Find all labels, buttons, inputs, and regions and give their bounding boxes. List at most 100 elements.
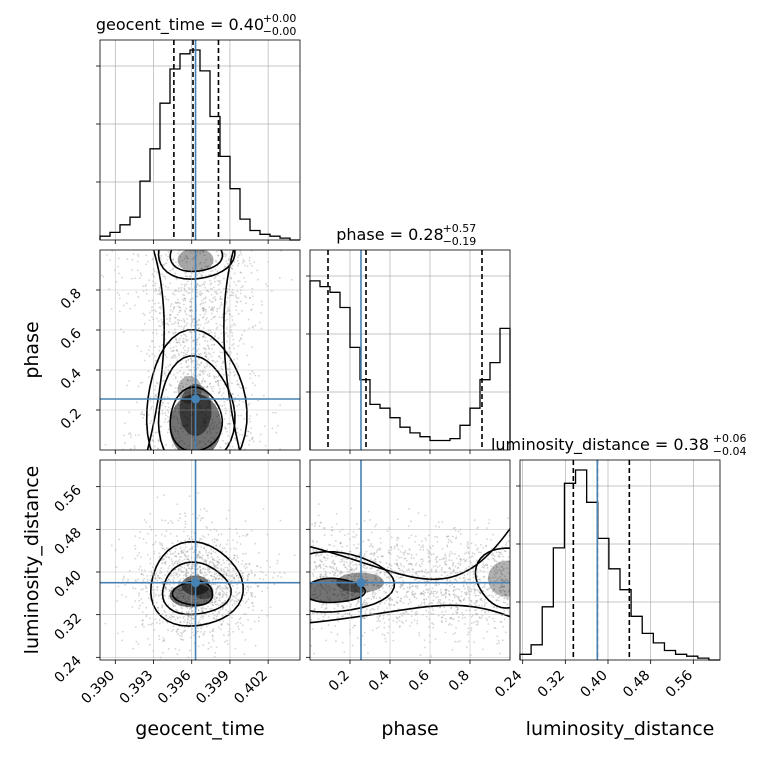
sample-point <box>215 544 218 547</box>
sample-point <box>422 546 424 549</box>
sample-point <box>184 349 186 352</box>
sample-point <box>498 652 501 655</box>
sample-point <box>213 573 216 576</box>
sample-point <box>211 637 214 640</box>
sample-point <box>183 553 186 555</box>
sample-point <box>201 554 204 557</box>
sample-point <box>180 289 183 292</box>
sample-point <box>151 332 154 334</box>
sample-point <box>409 586 412 589</box>
sample-point <box>506 567 509 570</box>
sample-point <box>167 255 169 258</box>
sample-point <box>158 349 161 352</box>
sample-point <box>240 286 243 289</box>
sample-point <box>219 446 222 449</box>
sample-point <box>140 350 143 353</box>
sample-point <box>226 441 229 444</box>
sample-point <box>373 573 376 576</box>
sample-point <box>185 353 188 356</box>
sample-point <box>227 258 230 261</box>
sample-point <box>403 596 406 598</box>
contour-line <box>310 604 510 624</box>
sample-point <box>475 583 478 585</box>
sample-point <box>363 564 366 567</box>
sample-point <box>390 567 392 570</box>
sample-point <box>187 349 190 352</box>
sample-point <box>413 595 416 598</box>
sample-point <box>239 337 242 339</box>
sample-point <box>222 373 225 376</box>
sample-point <box>148 300 150 302</box>
sample-point <box>132 253 135 255</box>
sample-point <box>164 354 167 356</box>
sample-point <box>442 602 445 605</box>
sample-point <box>339 572 342 575</box>
sample-point <box>200 382 203 385</box>
sample-point <box>313 568 315 571</box>
sample-point <box>130 434 132 436</box>
sample-point <box>116 600 119 602</box>
sample-point <box>378 585 381 587</box>
sample-point <box>445 589 447 592</box>
sample-point <box>179 387 182 390</box>
sample-point <box>204 322 206 325</box>
sample-point <box>221 589 224 592</box>
sample-point <box>441 621 443 623</box>
sample-point <box>375 579 378 582</box>
sample-point <box>221 596 224 599</box>
sample-point <box>159 325 162 328</box>
sample-point <box>248 430 250 433</box>
sample-point <box>411 593 413 595</box>
sample-point <box>452 569 455 572</box>
sample-point <box>210 583 213 586</box>
sample-point <box>146 574 149 577</box>
sample-point <box>66 442 68 444</box>
sample-point <box>161 401 164 404</box>
sample-point <box>370 608 373 611</box>
sample-point <box>432 623 435 626</box>
sample-point <box>467 640 470 643</box>
sample-point <box>140 274 143 277</box>
sample-point <box>500 573 503 575</box>
sample-point <box>196 341 199 344</box>
sample-point <box>205 625 208 628</box>
sample-point <box>172 605 175 607</box>
sample-point <box>375 523 378 526</box>
sample-point <box>183 325 186 327</box>
sample-point <box>211 558 214 560</box>
sample-point <box>167 421 169 423</box>
sample-point <box>149 617 151 620</box>
sample-point <box>402 579 405 582</box>
sample-point <box>147 376 150 379</box>
sample-point <box>481 614 484 617</box>
sample-point <box>204 607 206 610</box>
sample-point <box>149 525 152 528</box>
sample-point <box>369 609 371 612</box>
sample-point <box>427 555 430 558</box>
sample-point <box>440 616 443 619</box>
sample-point <box>186 366 189 369</box>
sample-point <box>429 601 432 604</box>
sample-point <box>199 568 202 571</box>
sample-point <box>149 345 151 348</box>
sample-point <box>186 551 189 553</box>
panel-bg <box>310 250 510 450</box>
sample-point <box>214 603 217 606</box>
sample-point <box>197 338 199 341</box>
sample-point <box>218 577 221 580</box>
sample-point <box>198 550 201 553</box>
sample-point <box>191 617 194 620</box>
sample-point <box>337 620 340 622</box>
sample-point <box>274 411 277 414</box>
sample-point <box>341 641 344 644</box>
sample-point <box>188 538 191 541</box>
sample-point <box>504 590 506 593</box>
sample-point <box>374 559 377 561</box>
sample-point <box>232 573 234 576</box>
sample-point <box>206 344 209 347</box>
sample-point <box>378 561 381 563</box>
sample-point <box>418 564 421 566</box>
sample-point <box>507 540 510 543</box>
sample-point <box>234 324 236 327</box>
sample-point <box>495 551 498 554</box>
